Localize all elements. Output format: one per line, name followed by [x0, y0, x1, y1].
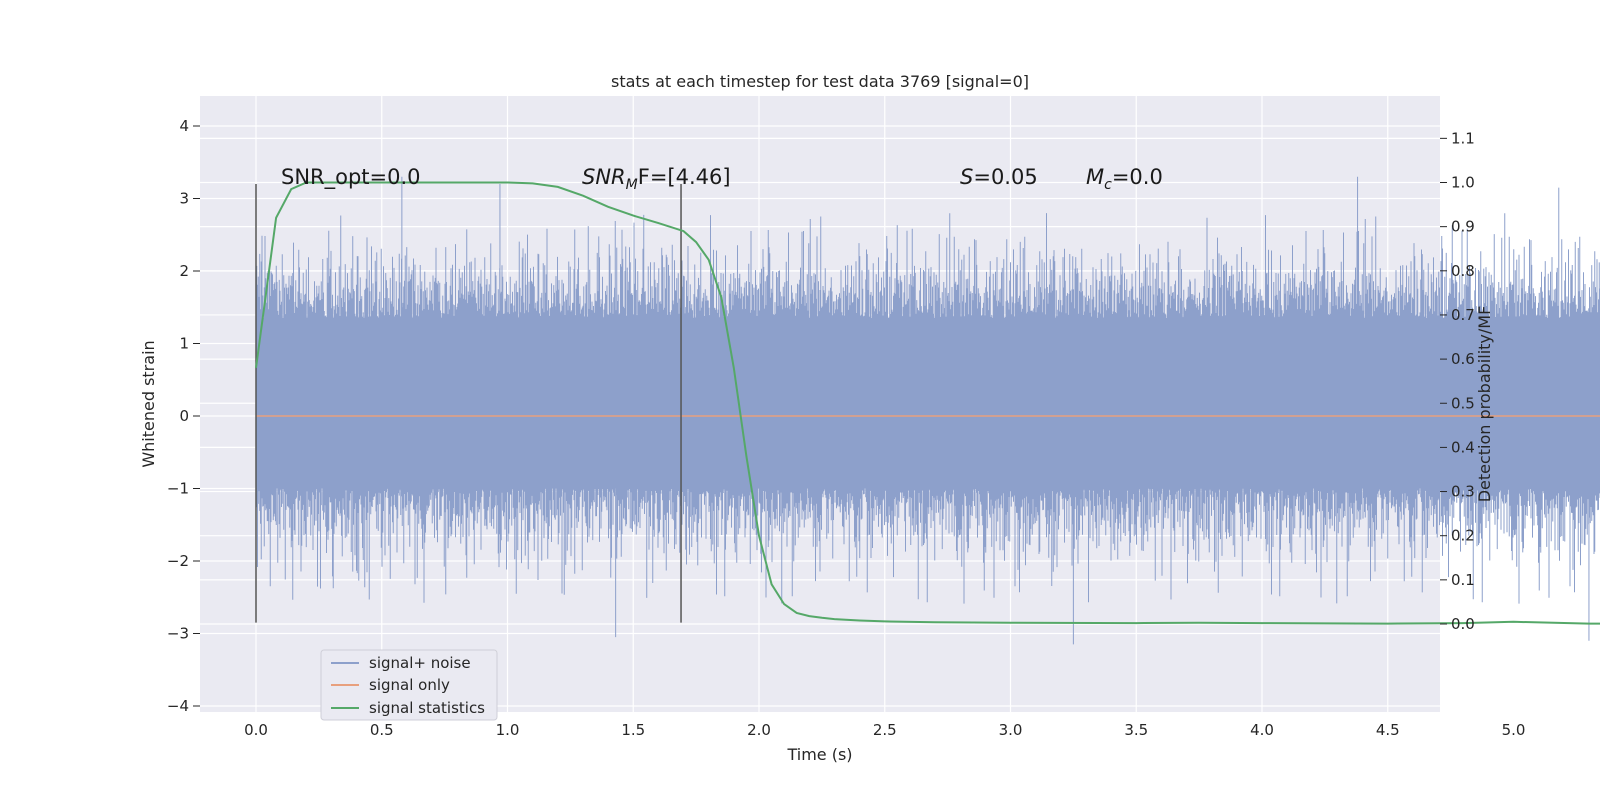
- annotation-mc-base: M: [1086, 165, 1104, 189]
- annotation-snr-mf-base: SNR: [582, 165, 626, 189]
- vlines: [255, 184, 682, 623]
- stats-series: [255, 181, 1600, 625]
- annotation-s-base: S: [960, 165, 973, 189]
- y2-tick-label: 0.2: [1451, 527, 1475, 545]
- y-tick-label: 2: [179, 262, 189, 280]
- y2-tick-label: 0.5: [1451, 394, 1475, 412]
- y-tick-label: −1: [167, 480, 189, 498]
- y2-tick-label: 0.7: [1451, 306, 1475, 324]
- y-tick-label: −4: [167, 697, 189, 715]
- legend-label-stats: signal statistics: [369, 699, 485, 717]
- y-axis-label: Whitened strain: [139, 340, 158, 467]
- x-tick-label: 2.0: [747, 721, 771, 739]
- x-tick-label: 1.0: [496, 721, 520, 739]
- legend-label-noise: signal+ noise: [369, 654, 471, 672]
- y2-tick-label: 0.3: [1451, 483, 1475, 501]
- y2-tick-label: 0.6: [1451, 350, 1475, 368]
- y2-tick-label: 0.9: [1451, 218, 1475, 236]
- annotation-snr-mf-rest: F=[4.46]: [638, 165, 731, 189]
- annotation-snr-mf: SNRMF=[4.46]: [582, 165, 731, 193]
- legend-label-signal: signal only: [369, 676, 450, 694]
- x-tick-label: 2.5: [873, 721, 897, 739]
- y-tick-label: 4: [179, 117, 189, 135]
- legend-box: [320, 649, 498, 721]
- annotations: SNR_opt=0.0 SNRMF=[4.46] S=0.05 Mc=0.0: [281, 165, 1163, 193]
- y2-tick-label: 0.8: [1451, 262, 1475, 280]
- stats-line: [255, 181, 1600, 625]
- x-tick-label: 5.0: [1502, 721, 1526, 739]
- y-tick-label: −3: [167, 625, 189, 643]
- x-tick-label: 3.5: [1124, 721, 1148, 739]
- legend: signal+ noise signal only signal statist…: [320, 649, 498, 721]
- y2-tick-label: 0.0: [1451, 615, 1475, 633]
- y2-tick-label: 0.1: [1451, 571, 1475, 589]
- annotation-snr-opt: SNR_opt=0.0: [281, 165, 421, 190]
- annotation-s: S=0.05: [960, 165, 1038, 189]
- y-tick-label: −2: [167, 552, 189, 570]
- x-tick-label: 1.5: [621, 721, 645, 739]
- x-tick-label: 0.0: [244, 721, 268, 739]
- x-tick-label: 3.0: [999, 721, 1023, 739]
- chart-title: stats at each timestep for test data 376…: [611, 72, 1029, 91]
- x-tick-label: 4.0: [1250, 721, 1274, 739]
- annotation-s-rest: =0.05: [973, 165, 1037, 189]
- y2-tick-label: 0.4: [1451, 438, 1475, 456]
- x-tick-label: 4.5: [1376, 721, 1400, 739]
- annotation-mc-rest: =0.0: [1112, 165, 1163, 189]
- annotation-snr-mf-sub: M: [626, 177, 638, 193]
- x-axis-label: Time (s): [786, 745, 852, 764]
- y-tick-label: 3: [179, 190, 189, 208]
- y2-tick-label: 1.1: [1451, 129, 1475, 147]
- x-tick-label: 0.5: [370, 721, 394, 739]
- annotation-mc-sub: c: [1104, 177, 1112, 193]
- y2-tick-label: 1.0: [1451, 174, 1475, 192]
- y-tick-label: 0: [179, 407, 189, 425]
- ticks: 0.00.51.01.52.02.53.03.54.04.55.05.56.06…: [167, 117, 1526, 739]
- y2-axis-label: Detection probability/MF: [1475, 306, 1494, 503]
- noise-series: [255, 176, 1600, 645]
- annotation-mc: Mc=0.0: [1086, 165, 1163, 193]
- y-tick-label: 1: [179, 335, 189, 353]
